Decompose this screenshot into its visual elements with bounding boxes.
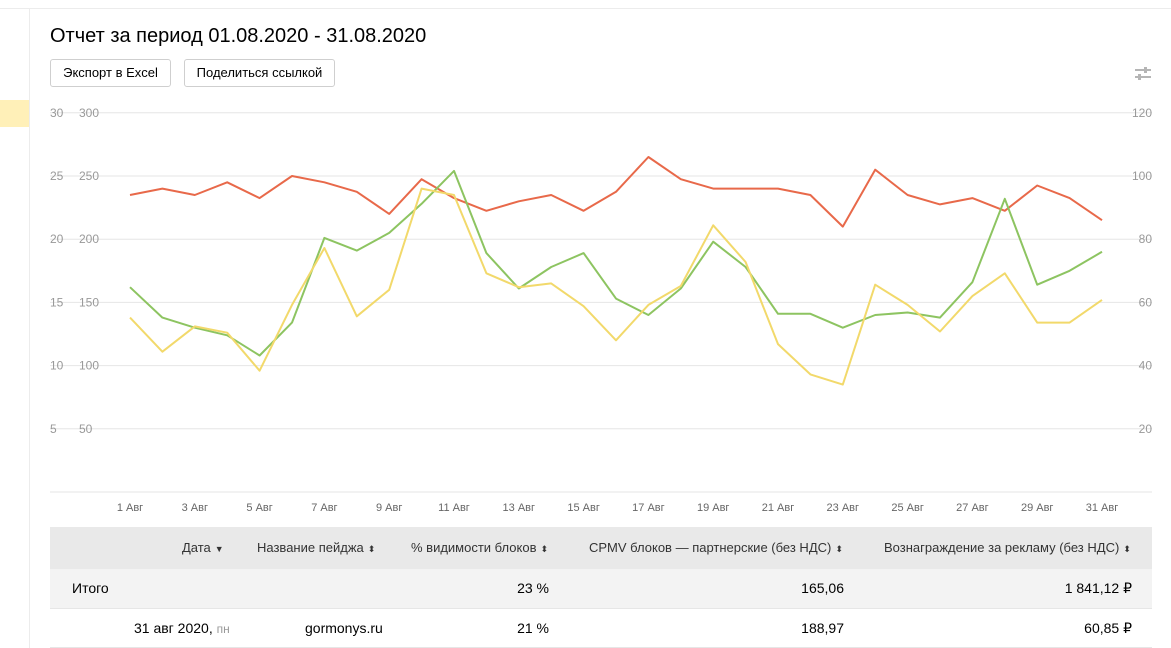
y-axis-tick-label-right: 20 [1139, 422, 1153, 436]
series-line-2 [129, 187, 1103, 386]
sort-desc-icon: ▼ [214, 543, 224, 554]
x-axis-tick-label: 5 Авг [246, 502, 272, 514]
y-axis-tick-label: 5 [50, 422, 57, 436]
x-axis-tick-label: 21 Авг [762, 502, 794, 514]
y-axis-tick-label: 30 [50, 106, 64, 120]
x-axis-tick-label: 23 Авг [827, 502, 859, 514]
sort-icon: ⬍ [1123, 543, 1131, 554]
sidebar-active-marker[interactable] [0, 100, 29, 127]
column-header-reward[interactable]: Вознаграждение за рекламу (без НДС) ⬍ [884, 527, 1131, 570]
y-axis-tick-label-right: 40 [1139, 359, 1153, 373]
row-weekday: пн [216, 622, 230, 636]
row-reward: 60,85 ₽ [1084, 620, 1132, 636]
y-axis-tick-label: 50 [79, 422, 93, 436]
x-axis-tick-label: 9 Авг [376, 502, 402, 514]
row-cpmv: 188,97 [801, 620, 844, 636]
y-axis-tick-label: 200 [79, 232, 99, 246]
series-line-1 [129, 169, 1103, 357]
total-visibility: 23 % [517, 580, 549, 596]
column-header-visibility[interactable]: % видимости блоков ⬍ [411, 527, 548, 570]
y-axis-tick-label: 10 [50, 359, 64, 373]
table-total-row: Итого 23 % 165,06 1 841,12 ₽ [50, 569, 1152, 609]
x-axis-tick-label: 15 Авг [567, 502, 599, 514]
y-axis-tick-label: 100 [79, 359, 99, 373]
column-header-date[interactable]: Дата ▼ [182, 527, 224, 570]
total-label: Итого [72, 580, 109, 596]
sort-icon: ⬍ [835, 543, 843, 554]
sort-icon: ⬍ [540, 543, 549, 554]
x-axis-tick-label: 1 Авг [117, 502, 143, 514]
top-divider [0, 8, 1171, 9]
report-title: Отчет за период 01.08.2020 - 31.08.2020 [50, 25, 427, 47]
table-header: Дата ▼ Название пейджа ⬍ % видимости блоко… [50, 527, 1152, 569]
sliders-icon[interactable] [1133, 64, 1153, 84]
x-axis-tick-label: 29 Авг [1021, 502, 1053, 514]
y-axis-tick-label: 20 [50, 232, 64, 246]
total-cpmv: 165,06 [801, 580, 844, 596]
y-axis-tick-label: 15 [50, 295, 64, 309]
row-page-name: gormonys.ru [305, 620, 383, 636]
table-row[interactable]: 31 авг 2020, пн gormonys.ru 21 % 188,97 … [50, 609, 1152, 648]
y-axis-tick-label: 250 [79, 169, 99, 183]
row-date: 31 авг 2020, пн [134, 620, 230, 636]
y-axis-tick-label-right: 120 [1132, 106, 1152, 120]
column-header-cpmv[interactable]: CPMV блоков — партнерские (без НДС) ⬍ [589, 527, 843, 570]
export-excel-button[interactable]: Экспорт в Excel [50, 59, 171, 87]
report-table: Дата ▼ Название пейджа ⬍ % видимости блоко… [50, 527, 1152, 648]
sort-icon: ⬍ [367, 543, 376, 554]
series-line-0 [129, 156, 1103, 228]
x-axis-tick-label: 25 Авг [891, 502, 923, 514]
x-axis-tick-label: 13 Авг [503, 502, 535, 514]
x-axis-tick-label: 17 Авг [632, 502, 664, 514]
y-axis-tick-label-right: 80 [1139, 232, 1153, 246]
x-axis-tick-label: 3 Авг [182, 502, 208, 514]
row-visibility: 21 % [517, 620, 549, 636]
y-axis-tick-label-right: 60 [1139, 295, 1153, 309]
x-axis-tick-label: 11 Авг [438, 502, 470, 514]
x-axis-tick-label: 31 Авг [1086, 502, 1118, 514]
y-axis-tick-label: 300 [79, 106, 99, 120]
x-axis-tick-label: 19 Авг [697, 502, 729, 514]
chart-area: 5 10 15 20 25 30 50 100 150 200 250 300 20 40 60 80 100 1… [50, 106, 1153, 514]
y-axis-tick-label: 25 [50, 169, 64, 183]
total-reward: 1 841,12 ₽ [1064, 580, 1132, 596]
x-axis-tick-label: 27 Авг [956, 502, 988, 514]
column-header-page[interactable]: Название пейджа ⬍ [257, 527, 375, 570]
y-axis-tick-label-right: 100 [1132, 169, 1152, 183]
x-axis-tick-label: 7 Авг [311, 502, 337, 514]
share-link-button[interactable]: Поделиться ссылкой [184, 59, 335, 87]
y-axis-tick-label: 150 [79, 295, 99, 309]
left-panel-border [29, 8, 30, 648]
